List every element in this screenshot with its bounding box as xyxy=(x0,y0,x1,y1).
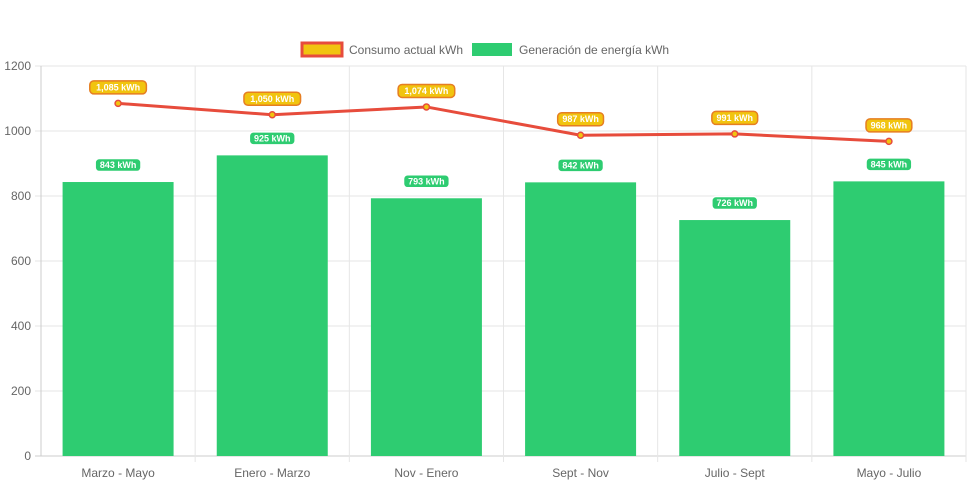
bar-data-label-bg xyxy=(711,195,759,211)
bar-data-label-bg xyxy=(248,131,296,146)
bar-data-label-bg xyxy=(865,157,913,172)
y-tick-label: 600 xyxy=(11,254,31,268)
line-data-label-bg xyxy=(243,91,302,106)
x-tick-label: Nov - Enero xyxy=(394,466,458,480)
legend-item-consumo[interactable]: Consumo actual kWh xyxy=(300,41,463,58)
bar-data-label: 925 kWh xyxy=(254,133,291,143)
line-data-label: 1,074 kWh xyxy=(404,86,448,96)
x-tick-label: Marzo - Mayo xyxy=(81,466,155,480)
x-tick-label: Julio - Sept xyxy=(705,466,766,480)
y-axis: 0 200 400 600 800 1000 1200 xyxy=(4,59,31,463)
y-tick-label: 400 xyxy=(11,319,31,333)
y-tick-label: 1200 xyxy=(4,59,31,73)
bar-data-label: 793 kWh xyxy=(408,176,445,186)
line-data-label: 1,085 kWh xyxy=(96,82,140,92)
line-point[interactable] xyxy=(422,103,431,111)
y-tick-label: 800 xyxy=(11,189,31,203)
legend-label-generacion: Generación de energía kWh xyxy=(519,43,669,57)
line-point[interactable] xyxy=(268,111,276,119)
line-data-label: 987 kWh xyxy=(562,114,599,124)
line-data-label: 991 kWh xyxy=(716,113,753,123)
legend-label-consumo: Consumo actual kWh xyxy=(349,43,463,57)
line-data-label-bg xyxy=(397,83,456,99)
bar-data-label: 842 kWh xyxy=(562,160,599,170)
line-data-label: 968 kWh xyxy=(871,120,908,130)
line-data-label: 1,050 kWh xyxy=(250,94,294,104)
line-point[interactable] xyxy=(731,130,739,138)
line-point[interactable] xyxy=(114,99,122,108)
y-tick-label: 200 xyxy=(11,384,31,398)
x-axis: Marzo - Mayo Enero - Marzo Nov - Enero Sept… xyxy=(81,466,921,480)
bar-data-label-bg xyxy=(556,158,605,173)
line-data-label-bg xyxy=(711,110,759,126)
data-labels: 843 kWh 925 kWh 793 kWh 842 kWh 726 kWh 845 k… xyxy=(89,80,913,211)
line-data-label-bg xyxy=(89,80,148,95)
bar-data-label-bg xyxy=(402,174,451,189)
bar-data-label: 843 kWh xyxy=(100,160,137,170)
bar[interactable] xyxy=(679,220,791,456)
line-point[interactable] xyxy=(885,137,893,146)
legend-swatch-consumo xyxy=(300,41,344,58)
bar-series xyxy=(62,155,945,456)
x-tick-label: Enero - Marzo xyxy=(234,466,310,480)
legend-swatch-generacion xyxy=(472,43,512,56)
x-tick-label: Mayo - Julio xyxy=(857,466,922,480)
bar[interactable] xyxy=(216,155,328,456)
bar-data-label-bg xyxy=(94,157,142,173)
y-tick-label: 1000 xyxy=(4,124,31,138)
consumo-line xyxy=(117,101,889,143)
legend: Consumo actual kWh Generación de energía… xyxy=(300,41,669,58)
legend-item-generacion[interactable]: Generación de energía kWh xyxy=(472,43,669,57)
line-data-label-bg xyxy=(865,118,913,133)
bar[interactable] xyxy=(833,181,945,456)
x-tick-label: Sept - Nov xyxy=(552,466,609,480)
line-point[interactable] xyxy=(576,131,585,139)
line-series xyxy=(114,99,893,146)
bar[interactable] xyxy=(525,182,637,456)
line-data-label-bg xyxy=(556,111,605,127)
y-tick-label: 0 xyxy=(24,449,31,463)
gridlines xyxy=(35,65,967,462)
bar[interactable] xyxy=(370,198,482,456)
bar-data-label: 845 kWh xyxy=(871,159,908,169)
bar[interactable] xyxy=(62,182,174,456)
bar-data-label: 726 kWh xyxy=(716,198,753,208)
